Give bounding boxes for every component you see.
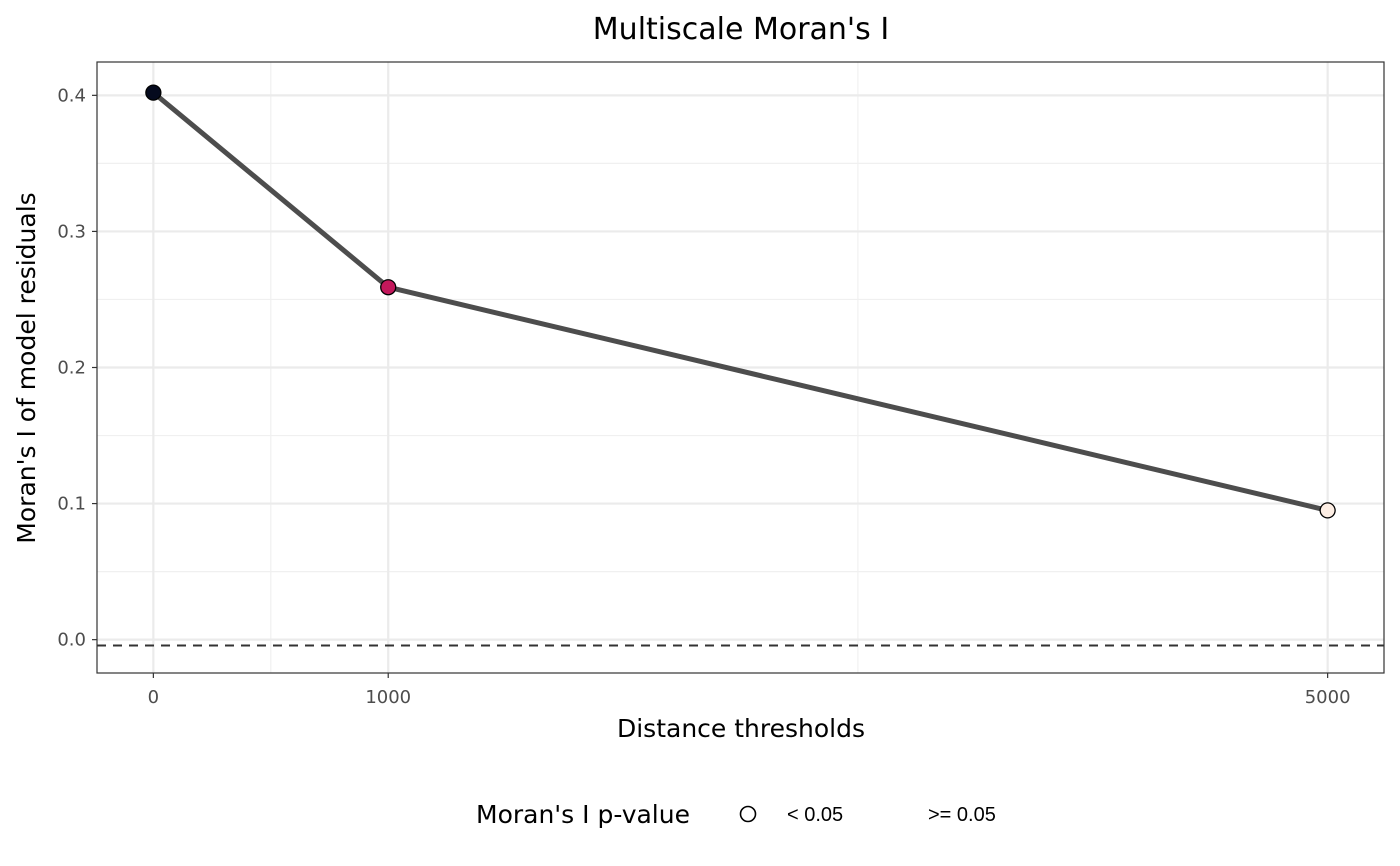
legend: Moran's I p-value < 0.05 >= 0.05 <box>476 800 996 829</box>
y-tick-label: 0.2 <box>57 358 86 379</box>
data-point <box>1319 502 1336 519</box>
legend-key-icon <box>739 805 757 823</box>
x-tick-label: 1000 <box>365 687 411 708</box>
x-tick-label: 0 <box>148 687 159 708</box>
chart-title: Multiscale Moran's I <box>593 12 889 47</box>
x-axis: 0 1000 5000 <box>148 673 1351 708</box>
plot-panel <box>96 61 1385 674</box>
x-axis-title: Distance thresholds <box>617 714 865 743</box>
data-point <box>380 279 397 296</box>
y-axis-title: Moran's I of model residuals <box>12 192 41 543</box>
legend-label: >= 0.05 <box>928 804 996 826</box>
data-point <box>145 84 162 101</box>
y-tick-label: 0.4 <box>57 85 86 106</box>
y-tick-label: 0.0 <box>57 630 86 651</box>
legend-label: < 0.05 <box>787 804 843 826</box>
grid-major <box>97 62 1384 673</box>
data-points <box>145 84 1336 519</box>
y-tick-label: 0.3 <box>57 221 86 242</box>
y-tick-label: 0.1 <box>57 494 86 515</box>
x-tick-label: 5000 <box>1305 687 1351 708</box>
y-axis: 0.0 0.1 0.2 0.3 0.4 <box>57 85 97 651</box>
legend-title: Moran's I p-value <box>476 800 690 829</box>
